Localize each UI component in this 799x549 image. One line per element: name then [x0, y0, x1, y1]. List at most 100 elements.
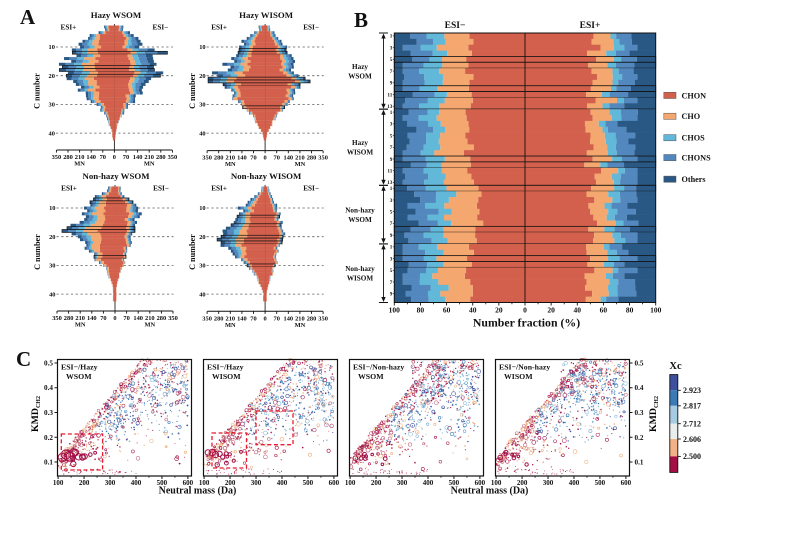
svg-text:30: 30 — [199, 102, 205, 109]
svg-text:ESI−: ESI− — [303, 24, 319, 32]
svg-text:40: 40 — [469, 306, 477, 315]
svg-text:MN: MN — [75, 322, 86, 329]
svg-text:WSOM: WSOM — [348, 73, 372, 81]
svg-text:Hazy WSOM: Hazy WSOM — [91, 10, 142, 20]
svg-text:MN: MN — [144, 322, 155, 329]
svg-text:WISOM: WISOM — [212, 372, 241, 381]
svg-text:100: 100 — [389, 306, 401, 315]
svg-text:ESI+: ESI+ — [211, 185, 227, 193]
svg-text:1: 1 — [390, 245, 393, 251]
svg-text:CHONS: CHONS — [682, 154, 712, 163]
svg-text:300: 300 — [251, 479, 262, 487]
svg-text:CHOS: CHOS — [682, 134, 706, 143]
svg-text:350: 350 — [168, 154, 178, 161]
svg-text:WISOM: WISOM — [347, 149, 374, 157]
svg-text:10: 10 — [199, 205, 205, 212]
svg-text:9: 9 — [390, 233, 393, 239]
svg-text:C number: C number — [188, 234, 197, 270]
svg-text:40: 40 — [574, 306, 582, 315]
svg-text:ESI−/Hazy: ESI−/Hazy — [61, 363, 98, 372]
svg-text:Non-hazy WSOM: Non-hazy WSOM — [82, 171, 150, 181]
svg-text:MN: MN — [225, 161, 236, 168]
svg-text:5: 5 — [390, 133, 393, 139]
svg-text:400: 400 — [277, 479, 288, 487]
svg-text:ESI−: ESI− — [445, 21, 466, 31]
svg-text:ESI+: ESI+ — [211, 24, 227, 32]
svg-text:B: B — [354, 8, 368, 32]
svg-text:350: 350 — [168, 315, 178, 322]
svg-text:Others: Others — [682, 175, 706, 184]
svg-text:MN: MN — [295, 322, 306, 329]
svg-text:WSOM: WSOM — [66, 372, 92, 381]
svg-text:140: 140 — [86, 154, 96, 161]
svg-text:WISOM: WISOM — [347, 275, 374, 283]
svg-text:Hazy WISOM: Hazy WISOM — [239, 10, 294, 20]
svg-text:ESI−/Hazy: ESI−/Hazy — [207, 363, 244, 372]
svg-text:280: 280 — [307, 155, 317, 162]
svg-text:1: 1 — [390, 110, 393, 116]
svg-text:3: 3 — [390, 45, 393, 51]
svg-text:100: 100 — [53, 479, 64, 487]
svg-text:40: 40 — [49, 291, 55, 298]
svg-text:Non-hazy WISOM: Non-hazy WISOM — [231, 171, 302, 181]
svg-text:ESI−: ESI− — [303, 185, 319, 193]
svg-text:350: 350 — [202, 155, 212, 162]
svg-text:300: 300 — [105, 479, 116, 487]
svg-text:350: 350 — [52, 315, 62, 322]
svg-text:80: 80 — [417, 306, 425, 315]
svg-text:600: 600 — [329, 479, 340, 487]
svg-text:60: 60 — [443, 306, 451, 315]
svg-text:350: 350 — [318, 155, 328, 162]
svg-text:Non-hazy: Non-hazy — [345, 207, 375, 215]
svg-text:20: 20 — [49, 73, 55, 80]
svg-text:CHON: CHON — [682, 91, 707, 100]
svg-text:5: 5 — [390, 210, 393, 216]
svg-text:9: 9 — [390, 81, 393, 87]
svg-text:280: 280 — [214, 315, 224, 322]
svg-text:100: 100 — [650, 306, 662, 315]
svg-text:140: 140 — [237, 315, 247, 322]
svg-text:280: 280 — [157, 315, 167, 322]
svg-text:1: 1 — [390, 34, 393, 40]
svg-text:MN: MN — [74, 161, 85, 168]
svg-text:C number: C number — [32, 73, 41, 109]
svg-text:0: 0 — [263, 315, 266, 322]
svg-text:CHO: CHO — [682, 112, 701, 121]
svg-text:20: 20 — [199, 234, 205, 241]
svg-text:40: 40 — [49, 130, 55, 137]
svg-text:Hazy: Hazy — [352, 63, 368, 71]
svg-text:ESI−: ESI− — [153, 185, 169, 193]
svg-text:5: 5 — [390, 268, 393, 274]
svg-text:280: 280 — [63, 154, 73, 161]
svg-text:20: 20 — [49, 234, 55, 241]
svg-text:0: 0 — [523, 306, 527, 315]
svg-text:70: 70 — [100, 315, 106, 322]
svg-text:20: 20 — [547, 306, 555, 315]
svg-text:10: 10 — [49, 44, 55, 51]
svg-text:10: 10 — [199, 44, 205, 51]
svg-text:280: 280 — [156, 154, 166, 161]
svg-text:140: 140 — [87, 315, 97, 322]
svg-text:C: C — [16, 347, 31, 371]
svg-text:7: 7 — [390, 280, 393, 286]
svg-text:20: 20 — [199, 73, 205, 80]
svg-text:70: 70 — [250, 315, 256, 322]
svg-text:0: 0 — [113, 315, 116, 322]
svg-text:70: 70 — [100, 154, 106, 161]
svg-text:ESI−: ESI− — [153, 24, 169, 32]
svg-text:MN: MN — [225, 322, 236, 329]
svg-text:Hazy: Hazy — [352, 139, 368, 147]
svg-text:70: 70 — [274, 315, 280, 322]
svg-text:280: 280 — [307, 315, 317, 322]
svg-text:350: 350 — [52, 154, 62, 161]
svg-text:30: 30 — [199, 263, 205, 270]
svg-text:500: 500 — [303, 479, 314, 487]
svg-text:140: 140 — [133, 154, 143, 161]
svg-text:0: 0 — [113, 154, 116, 161]
svg-text:30: 30 — [49, 263, 55, 270]
svg-text:400: 400 — [131, 479, 142, 487]
svg-text:9: 9 — [390, 157, 393, 163]
svg-text:7: 7 — [390, 221, 393, 227]
svg-text:80: 80 — [626, 306, 634, 315]
svg-text:MN: MN — [295, 161, 306, 168]
